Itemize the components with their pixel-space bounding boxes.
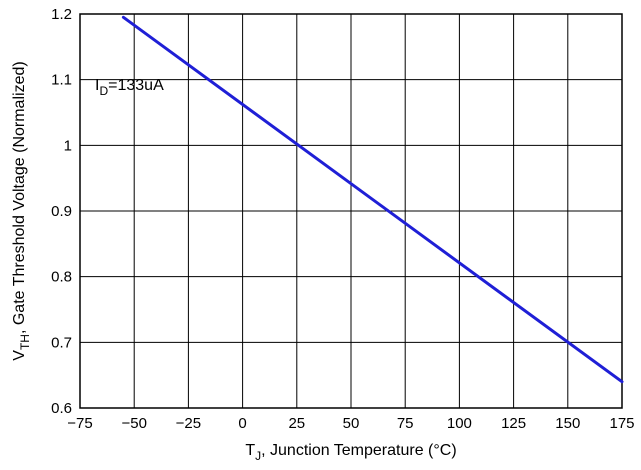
x-tick-label: 25 — [288, 415, 305, 432]
y-axis-label-rest: , Gate Threshold Voltage (Normalized) — [11, 61, 28, 334]
x-tick-label: 150 — [555, 415, 580, 432]
y-tick-label: 0.6 — [51, 400, 72, 417]
y-tick-label: 1.2 — [51, 6, 72, 23]
x-axis-label-main: T — [245, 442, 255, 459]
x-tick-label: 0 — [238, 415, 246, 432]
drain-current-annotation: ID=133uA — [95, 77, 164, 98]
x-tick-labels: −75 −50 −25 0 25 50 75 100 125 150 175 — [67, 415, 634, 432]
y-axis-label: VTH, Gate Threshold Voltage (Normalized) — [11, 61, 32, 360]
y-axis-label-main: V — [11, 350, 28, 361]
annotation-rest: =133uA — [108, 77, 164, 94]
grid-lines — [79, 13, 623, 409]
y-axis-label-subscript: TH — [18, 334, 32, 350]
y-tick-labels: 0.6 0.7 0.8 0.9 1 1.1 1.2 — [51, 6, 72, 417]
data-series — [121, 15, 624, 384]
annotation-main: I — [95, 77, 99, 94]
plot-frame — [79, 13, 623, 409]
y-tick-label: 0.9 — [51, 203, 72, 220]
y-tick-label: 1 — [64, 137, 72, 154]
annotation-subscript: D — [99, 84, 108, 98]
x-axis-label-subscript: J — [255, 449, 261, 463]
y-tick-label: 1.1 — [51, 72, 72, 89]
x-tick-label: 100 — [447, 415, 472, 432]
x-tick-label: 125 — [501, 415, 526, 432]
x-axis-label-rest: , Junction Temperature (°C) — [261, 442, 457, 459]
y-tick-label: 0.7 — [51, 334, 72, 351]
series-line-0 — [121, 15, 624, 384]
x-tick-label: 175 — [609, 415, 634, 432]
x-tick-label: 50 — [343, 415, 360, 432]
x-tick-label: 75 — [397, 415, 414, 432]
x-tick-label: −75 — [67, 415, 92, 432]
y-tick-label: 0.8 — [51, 269, 72, 286]
x-tick-label: −25 — [176, 415, 201, 432]
x-axis-label: TJ, Junction Temperature (°C) — [245, 442, 456, 463]
x-tick-label: −50 — [121, 415, 146, 432]
